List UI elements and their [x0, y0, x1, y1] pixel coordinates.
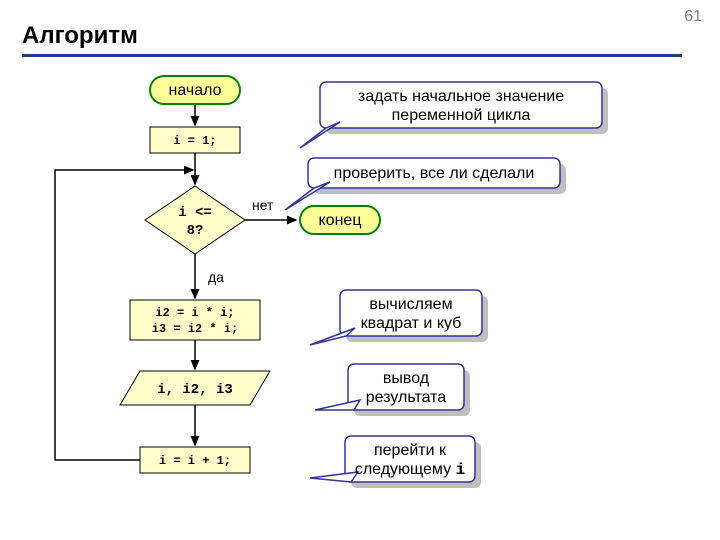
- callout-c3-line2: квадрат и куб: [361, 315, 462, 332]
- node-start-label: начало: [168, 82, 221, 99]
- node-incr-label: i = i + 1;: [159, 454, 231, 468]
- page-title: Алгоритм: [22, 22, 138, 50]
- callout-c1-line1: задать начальное значение: [358, 88, 564, 105]
- callout-c4-tail: [315, 400, 360, 410]
- edge-label-no: нет: [252, 197, 274, 213]
- node-calc-line2: i3 = i2 * i;: [152, 322, 238, 336]
- node-calc-line1: i2 = i * i;: [155, 306, 234, 320]
- callout-c3-line1: вычисляем: [369, 296, 452, 313]
- edge-label-yes: да: [208, 269, 224, 285]
- node-cond-line1: i <=: [178, 205, 212, 221]
- callout-c1-tail: [300, 122, 340, 148]
- callout-c5-tail: [310, 472, 358, 482]
- node-cond-line2: 8?: [187, 223, 204, 239]
- node-end-label: конец: [319, 212, 362, 229]
- callout-c5-line1: перейти к: [374, 442, 447, 459]
- page-number: 61: [684, 8, 702, 26]
- node-out-label: i, i2, i3: [157, 382, 233, 398]
- callout-c4-line2: результата: [366, 389, 447, 406]
- flowchart: нет да начало i = 1; i <= 8? конец i2 = …: [0, 60, 720, 540]
- callout-c4-line1: вывод: [383, 370, 430, 387]
- callout-c1-line2: переменной цикла: [392, 107, 531, 124]
- callout-c2-line1: проверить, все ли сделали: [334, 165, 535, 182]
- title-rule: [22, 54, 682, 57]
- node-init-label: i = 1;: [173, 134, 216, 148]
- callout-c5-line2: следующему i: [355, 461, 465, 479]
